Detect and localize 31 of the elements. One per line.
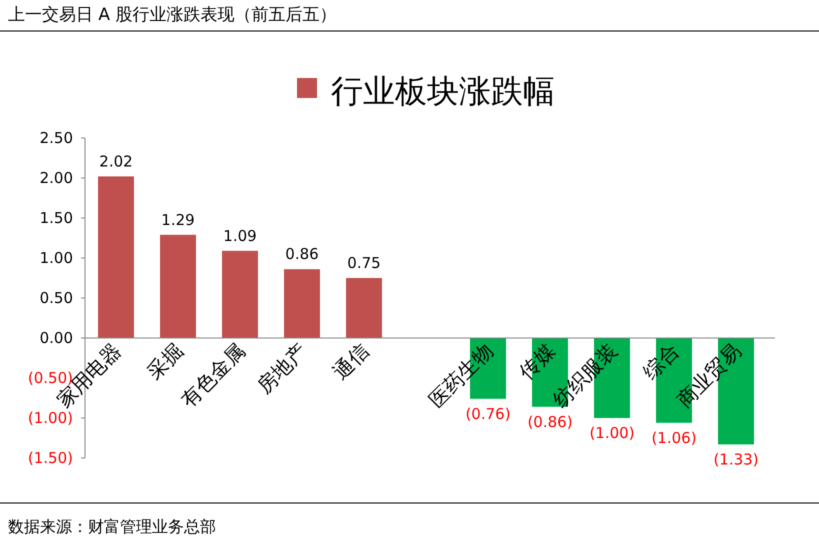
y-tick-label: (1.00) bbox=[28, 409, 73, 427]
data-label: (0.86) bbox=[527, 412, 573, 431]
y-tick-label: (1.50) bbox=[28, 449, 73, 467]
x-tick-label: 采掘 bbox=[142, 338, 188, 384]
data-label: (0.76) bbox=[465, 404, 511, 423]
x-tick-label: 房地产 bbox=[252, 338, 312, 398]
y-tick-label: 0.00 bbox=[40, 329, 73, 347]
y-tick-label: 0.50 bbox=[40, 289, 73, 307]
bar bbox=[160, 234, 196, 338]
y-tick-label: 2.50 bbox=[40, 129, 73, 147]
data-label: 0.86 bbox=[285, 245, 319, 264]
x-tick-label: 通信 bbox=[328, 338, 374, 384]
data-label: 1.29 bbox=[161, 210, 195, 229]
bar bbox=[284, 269, 320, 338]
chart-title: 上一交易日 A 股行业涨跌表现（前五后五） bbox=[8, 5, 336, 25]
data-label: 1.09 bbox=[223, 226, 257, 245]
bar bbox=[98, 176, 134, 338]
y-tick-label: 1.50 bbox=[40, 209, 73, 227]
x-tick-label: 传媒 bbox=[514, 338, 560, 384]
data-label: (1.00) bbox=[589, 424, 635, 442]
bar bbox=[222, 250, 258, 338]
data-label: (1.33) bbox=[713, 450, 759, 468]
y-tick-label: 1.00 bbox=[40, 249, 73, 267]
data-label: (1.06) bbox=[651, 428, 697, 447]
legend-label: 行业板块涨跌幅 bbox=[331, 72, 555, 110]
data-label: 2.02 bbox=[99, 152, 133, 170]
source-note: 数据来源：财富管理业务总部 bbox=[8, 517, 216, 536]
x-tick-label: 综合 bbox=[638, 338, 684, 384]
data-label: 0.75 bbox=[347, 254, 381, 272]
bar bbox=[346, 278, 382, 338]
y-tick-label: 2.00 bbox=[40, 169, 73, 187]
